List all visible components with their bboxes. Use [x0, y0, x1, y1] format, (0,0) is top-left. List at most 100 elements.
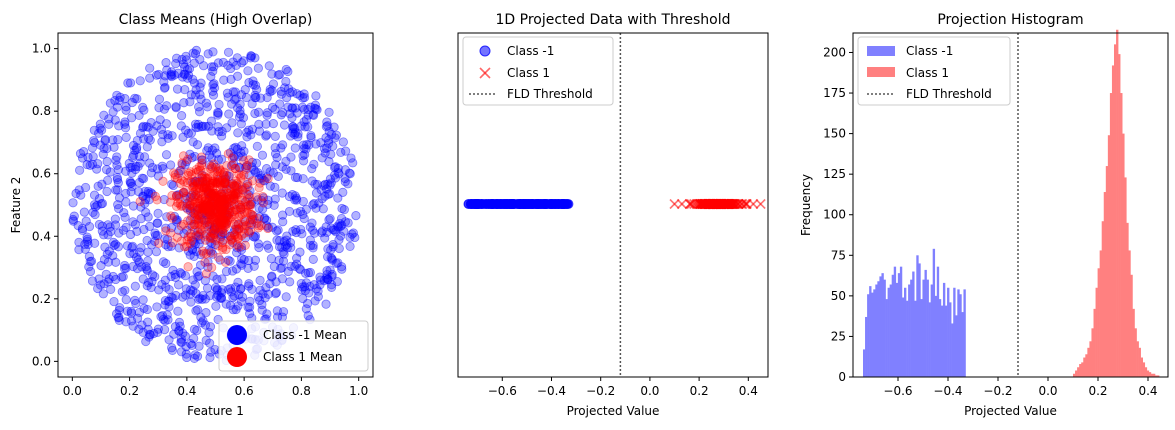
scatter-point-class-neg: [209, 62, 219, 72]
scatter-point-class-neg: [317, 226, 328, 236]
scatter-point-class-neg: [169, 70, 180, 80]
histogram-bar-class-neg: [883, 279, 886, 377]
scatter-point-class-neg: [205, 199, 215, 210]
scatter-point-class-neg: [301, 204, 311, 215]
scatter-point-class-neg: [179, 69, 189, 79]
scatter-point-class-pos: [217, 189, 227, 199]
scatter-point-class-pos: [255, 178, 265, 188]
scatter-point-class-pos: [236, 173, 246, 183]
scatter-point-class-neg: [177, 337, 187, 347]
scatter-point-class-neg: [274, 255, 284, 265]
scatter-point-class-neg: [341, 146, 351, 156]
scatter-point-class-pos: [210, 190, 220, 200]
scatter-point-class-neg: [214, 127, 224, 137]
scatter-point-class-neg: [316, 185, 326, 195]
scatter-point-class-neg: [145, 330, 155, 340]
scatter-point-class-neg: [268, 79, 279, 89]
y-tick-label: 100: [823, 208, 846, 222]
scatter-point-class-pos: [188, 182, 198, 192]
scatter-point-class-neg: [230, 282, 241, 292]
legend-marker-class-pos: [867, 67, 895, 77]
scatter-point-class-neg: [306, 132, 316, 142]
scatter-point-class-pos: [232, 178, 242, 188]
scatter-point-class-neg: [193, 305, 203, 315]
x-tick-label: 1.0: [349, 384, 368, 398]
scatter-point-class-neg: [102, 143, 112, 154]
scatter-point-class-pos: [222, 216, 233, 226]
scatter-point-class-neg: [148, 126, 158, 136]
scatter-point-class-neg: [207, 238, 217, 248]
scatter-point-class-pos: [197, 158, 207, 168]
scatter-point-class-neg: [244, 78, 254, 88]
histogram-bar-class-neg: [904, 287, 907, 377]
scatter-point-class-neg: [315, 280, 325, 290]
scatter-point-class-pos: [233, 219, 243, 229]
scatter-point-class-neg: [128, 152, 138, 163]
scatter-point-class-neg: [250, 255, 261, 265]
scatter-point-class-neg: [174, 317, 185, 327]
scatter-point-class-neg: [340, 165, 350, 175]
scatter-point-class-neg: [298, 293, 308, 304]
scatter-point-class-neg: [143, 188, 154, 199]
scatter-point-class-pos: [220, 212, 231, 222]
histogram-bar-class-pos: [1124, 177, 1127, 377]
scatter-point-class-neg: [281, 292, 291, 302]
scatter-point-class-neg: [203, 188, 213, 199]
scatter-point-class-pos: [208, 182, 218, 192]
scatter-point-class-pos: [171, 191, 182, 202]
scatter-point-class-neg: [114, 228, 124, 238]
scatter-point-class-neg: [90, 202, 100, 212]
scatter-point-class-neg: [272, 306, 282, 316]
scatter-point-class-neg: [186, 206, 196, 216]
scatter-point-class-neg: [323, 274, 333, 284]
scatter-point-class-neg: [74, 185, 84, 195]
scatter-point-class-pos: [200, 235, 211, 245]
histogram-bar-class-neg: [940, 305, 944, 377]
scatter-point-class-neg: [85, 160, 95, 171]
scatter-point-class-neg: [333, 258, 343, 268]
scatter-point-class-pos: [191, 167, 201, 178]
scatter-point-class-neg: [135, 76, 145, 86]
scatter-point-class-neg: [189, 58, 199, 68]
scatter-point-class-pos: [211, 219, 221, 229]
scatter-point-class-neg: [127, 162, 137, 172]
projected-point-class-pos: [700, 198, 711, 210]
scatter-point-class-neg: [240, 197, 251, 207]
scatter-point-class-pos: [244, 155, 254, 165]
scatter-point-class-pos: [217, 205, 227, 216]
scatter-point-class-neg: [237, 260, 247, 270]
scatter-point-class-neg: [195, 82, 205, 92]
scatter-point-class-neg: [337, 220, 347, 230]
scatter-point-class-neg: [324, 215, 334, 225]
scatter-point-class-pos: [192, 177, 202, 188]
scatter-point-class-neg: [278, 256, 289, 266]
scatter-point-class-neg: [94, 128, 104, 138]
scatter-point-class-neg: [307, 176, 317, 186]
scatter-point-class-neg: [127, 97, 137, 108]
scatter-point-class-neg: [205, 210, 215, 220]
scatter-point-class-neg: [142, 304, 152, 315]
scatter-point-class-pos: [204, 202, 214, 212]
scatter-point-class-neg: [185, 285, 196, 295]
scatter-point-class-neg: [171, 59, 181, 69]
scatter-point-class-neg: [253, 168, 263, 178]
histogram-bar-class-pos: [1134, 328, 1137, 377]
scatter-point-class-pos: [174, 193, 184, 203]
scatter-point-class-neg: [270, 194, 280, 204]
scatter-point-class-neg: [181, 284, 191, 294]
scatter-point-class-neg: [192, 140, 203, 150]
scatter-point-class-pos: [172, 232, 182, 242]
scatter-point-class-neg: [174, 190, 184, 200]
scatter-point-class-pos: [217, 244, 228, 254]
scatter-point-class-neg: [187, 190, 197, 200]
scatter-point-class-neg: [191, 288, 201, 299]
scatter-point-class-neg: [128, 140, 139, 151]
scatter-point-class-pos: [176, 221, 186, 231]
scatter-point-class-pos: [204, 192, 215, 202]
scatter-point-class-neg: [201, 335, 211, 345]
scatter-point-class-neg: [254, 212, 265, 222]
scatter-point-class-neg: [138, 121, 148, 131]
scatter-point-class-pos: [236, 200, 246, 210]
histogram-bar-class-pos: [1097, 268, 1100, 377]
scatter-point-class-neg: [183, 73, 193, 83]
